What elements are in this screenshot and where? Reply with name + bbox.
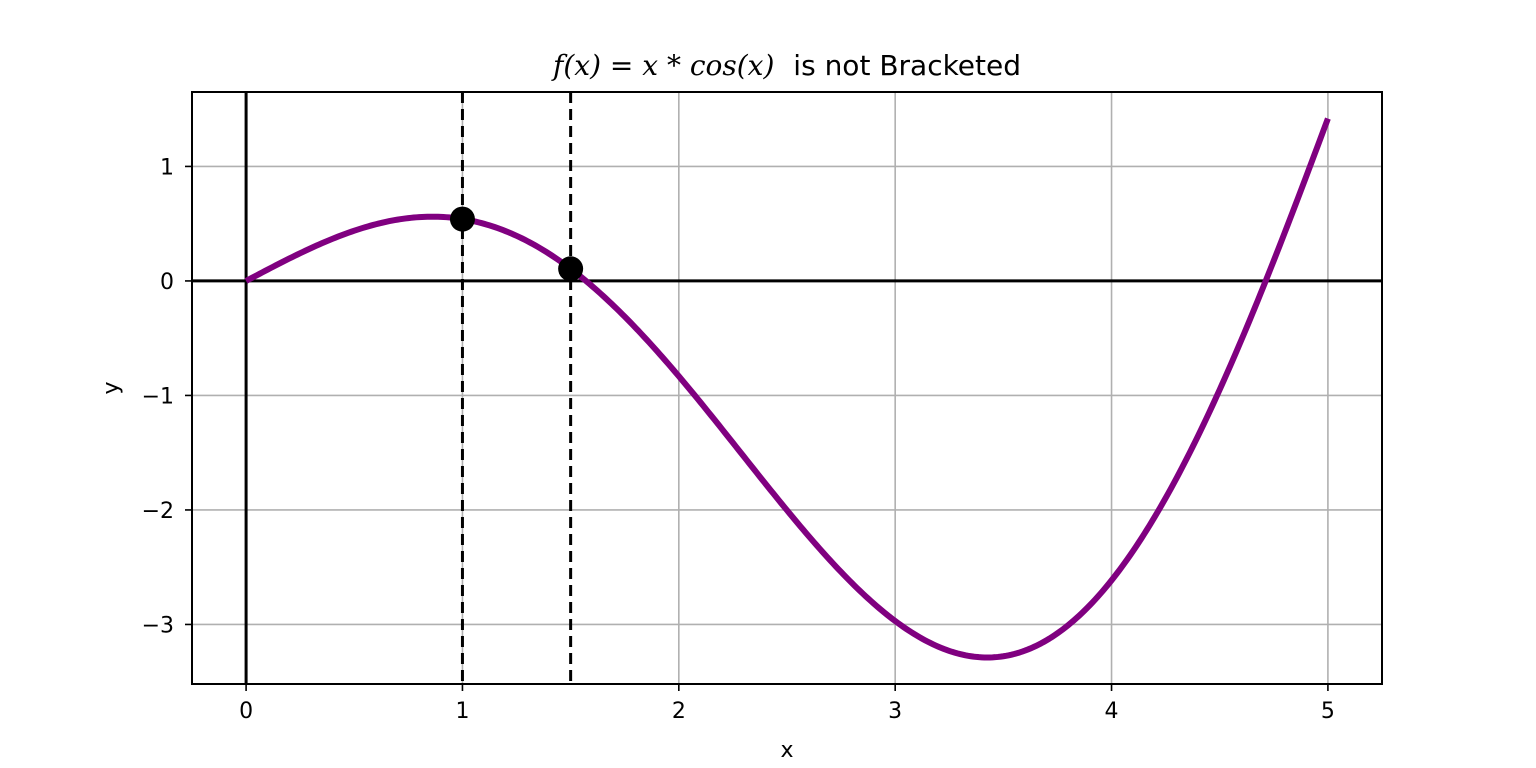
series-layer bbox=[244, 117, 1331, 661]
x-tick-label: 5 bbox=[1321, 699, 1335, 724]
bracket-point bbox=[558, 256, 584, 282]
bracket-point bbox=[449, 206, 475, 232]
chart-title-math: f(x) = x * cos(x) bbox=[551, 49, 774, 82]
ticks: 0 1 2 3 4 5 −3 −2 −1 0 1 bbox=[142, 155, 1335, 724]
points-layer bbox=[449, 206, 584, 282]
plot-frame bbox=[191, 91, 1383, 685]
y-tick-label: −3 bbox=[142, 613, 174, 638]
x-tick-label: 2 bbox=[672, 699, 686, 724]
x-tick-label: 1 bbox=[455, 699, 469, 724]
x-tick-label: 3 bbox=[888, 699, 902, 724]
x-tick-label: 4 bbox=[1105, 699, 1119, 724]
chart-title-text: is not Bracketed bbox=[793, 49, 1021, 82]
y-tick-label: 0 bbox=[160, 270, 174, 295]
x-axis-title: x bbox=[780, 738, 793, 763]
x-tick-label: 0 bbox=[239, 699, 253, 724]
y-axis-title: y bbox=[99, 381, 124, 394]
y-tick-label: −2 bbox=[142, 499, 174, 524]
y-tick-label: 1 bbox=[160, 155, 174, 180]
function-curve bbox=[244, 117, 1331, 661]
chart-title: f(x) = x * cos(x) is not Bracketed bbox=[551, 49, 1021, 82]
y-tick-label: −1 bbox=[142, 384, 174, 409]
reference-lines bbox=[192, 92, 1382, 684]
